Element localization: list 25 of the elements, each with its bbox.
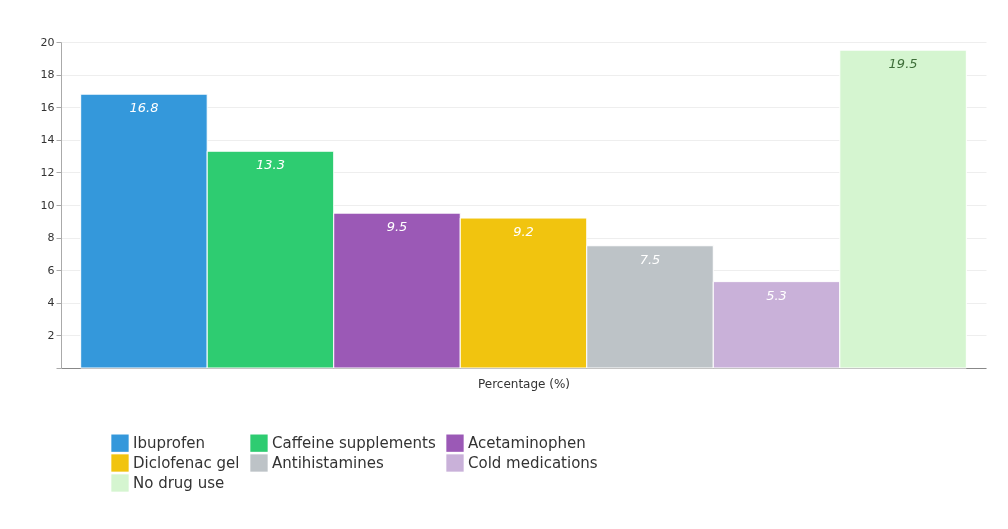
data-label: 9.2 (513, 224, 534, 240)
legend-label: No drug use (133, 474, 225, 492)
y-tick-label: 4 (47, 296, 55, 310)
y-tick-label: 16 (40, 100, 55, 114)
y-tick-label: 14 (40, 133, 55, 147)
legend-label: Antihistamines (272, 454, 384, 472)
data-label: 9.5 (386, 219, 408, 235)
legend-label: Cold medications (468, 454, 598, 472)
legend-label: Diclofenac gel (133, 454, 240, 472)
y-tick-label: 18 (40, 68, 55, 82)
x-axis-title: Percentage (%) (477, 376, 571, 391)
y-tick-label: 10 (40, 198, 55, 212)
legend-label: Caffeine supplements (272, 434, 436, 453)
data-label: 7.5 (639, 251, 661, 267)
y-tick-label: 6 (47, 263, 55, 277)
legend-label: Ibuprofen (133, 434, 206, 453)
data-label: 19.5 (888, 56, 918, 72)
y-tick-label: 20 (40, 35, 55, 49)
data-label: 13.3 (255, 157, 285, 173)
data-label: 16.8 (129, 100, 159, 116)
y-tick-label: 12 (40, 165, 55, 179)
y-tick-label: 8 (47, 231, 55, 245)
legend-label: Acetaminophen (468, 434, 586, 453)
data-label: 5.3 (766, 287, 787, 303)
y-tick-label: 2 (47, 328, 55, 342)
